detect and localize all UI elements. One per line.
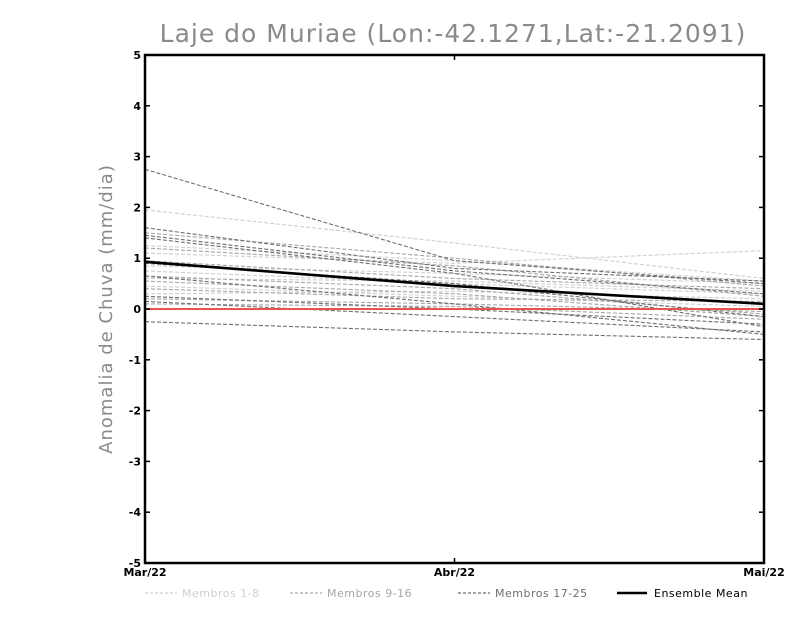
y-tick-label: -2 (129, 405, 141, 418)
member-series-line-g1-2 (144, 250, 765, 264)
y-tick-label: 5 (133, 49, 141, 62)
ensemble-mean-line (144, 260, 765, 306)
member-series-line-g1-7 (144, 270, 765, 295)
member-series-line-g3-9 (144, 321, 765, 341)
y-tick-label: -5 (129, 557, 141, 570)
legend-label-1: Membros 1-8 (182, 587, 260, 600)
y-tick-label: 0 (133, 303, 141, 316)
y-tick-label: 2 (133, 201, 141, 214)
x-tick-label: Mar/22 (123, 566, 166, 579)
y-tick-label: 3 (133, 151, 141, 164)
member-series-line-g3-8 (144, 300, 765, 333)
legend-label-ensemble-mean: Ensemble Mean (654, 587, 748, 600)
member-series-line-g1-4 (144, 277, 765, 292)
member-series-line-g2-5 (144, 288, 765, 302)
member-series-line-g1-5 (144, 290, 765, 300)
member-series-line-g2-7 (144, 303, 765, 320)
member-series-line-g3-4 (144, 237, 765, 328)
x-tick-label: Abr/22 (434, 566, 475, 579)
member-series-line-g3-6 (144, 275, 765, 335)
x-tick-label: Mai/22 (743, 566, 784, 579)
legend: Membros 1-8 Membros 9-16 Membros 17-25 Ense… (145, 587, 748, 600)
member-series-line-g3-1 (144, 168, 765, 285)
member-series-line-g3-2 (144, 227, 765, 282)
member-series-line-g1-6 (144, 244, 765, 282)
y-axis-label: Anomalia de Chuva (mm/dia) (96, 164, 117, 454)
member-series-line-g2-3 (144, 260, 765, 290)
member-series-line-g1-8 (144, 285, 765, 308)
member-series-line-g3-3 (144, 234, 765, 295)
y-tick-label: 1 (133, 252, 141, 265)
member-series-line-g1-3 (144, 265, 765, 285)
chart-title: Laje do Muriae (Lon:-42.1271,Lat:-21.209… (160, 19, 747, 48)
y-tick-label: -3 (129, 455, 141, 468)
plot-area: -5 -4 -3 -2 -1 0 1 2 3 4 5 Mar/22 Abr/22 Mai/22 (123, 49, 784, 579)
member-series-line-g1-1 (144, 209, 765, 280)
y-tick-label: -4 (129, 506, 142, 519)
legend-label-2: Membros 9-16 (327, 587, 412, 600)
y-tick-label: 4 (133, 100, 141, 113)
y-tick-label: -1 (129, 354, 141, 367)
legend-label-3: Membros 17-25 (495, 587, 588, 600)
